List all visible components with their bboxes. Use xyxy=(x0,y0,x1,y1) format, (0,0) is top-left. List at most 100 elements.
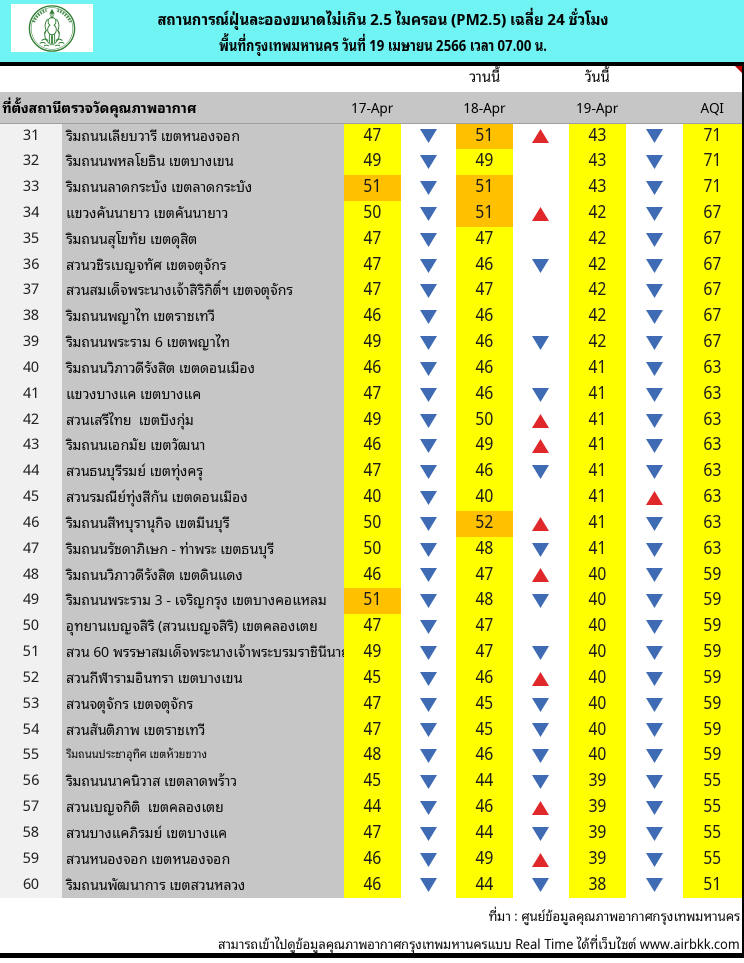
station-name: สวนเบญจกิติ เขตคลองเตย xyxy=(62,795,344,821)
trend-arrow-today xyxy=(626,485,683,511)
trend-arrow-18to19 xyxy=(513,873,569,899)
pm25-18apr-value: 46 xyxy=(456,304,513,331)
pm25-19apr-value: 41 xyxy=(568,459,626,486)
pm25-19apr-value: 41 xyxy=(568,433,626,460)
pm25-19apr-value: 43 xyxy=(568,123,626,150)
trend-arrow-18to19 xyxy=(513,382,569,408)
station-row: 50 อุทยานเบญจสิริ (สวนเบญจสิริ) เขตคลองเ… xyxy=(0,614,742,641)
trend-arrow-17to18 xyxy=(401,433,457,459)
trend-arrow-today xyxy=(626,614,683,640)
station-number: 47 xyxy=(0,536,62,563)
down-arrow-icon xyxy=(532,697,550,712)
trend-arrow-17to18 xyxy=(401,485,457,511)
aqi-value: 55 xyxy=(683,820,742,847)
pm25-17apr-value: 51 xyxy=(344,175,401,201)
down-arrow-icon xyxy=(419,232,437,247)
trend-arrow-18to19 xyxy=(513,640,569,666)
aqi-value: 59 xyxy=(683,614,742,641)
up-arrow-icon xyxy=(532,206,550,221)
trend-arrow-today xyxy=(626,253,683,279)
down-arrow-icon xyxy=(646,594,663,609)
trend-arrow-17to18 xyxy=(401,563,457,589)
trend-arrow-18to19 xyxy=(513,511,569,537)
station-number: 57 xyxy=(0,795,62,821)
label-yesterday: วานนี้ xyxy=(468,65,500,88)
aqi-value: 63 xyxy=(683,510,742,537)
pm25-17apr-value: 47 xyxy=(344,717,401,744)
trend-arrow-today xyxy=(626,175,683,201)
trend-arrow-17to18 xyxy=(401,201,457,227)
down-arrow-icon xyxy=(419,258,437,273)
trend-arrow-17to18 xyxy=(401,408,457,434)
station-row: 32 ริมถนนพหลโยธิน เขตบางเขน 49 49 43 71 xyxy=(0,149,742,176)
pm25-17apr-value: 47 xyxy=(344,278,401,305)
down-arrow-icon xyxy=(532,749,550,764)
pm25-17apr-value: 47 xyxy=(344,691,401,718)
trend-arrow-today xyxy=(626,356,683,382)
down-arrow-icon xyxy=(419,749,437,764)
pm25-17apr-value: 50 xyxy=(344,536,401,563)
pm25-17apr-value: 45 xyxy=(344,665,401,692)
table-header-row: ที่ตั้งสถานีตรวจวัดคุณภาพอากาศ 17-Apr 18… xyxy=(0,92,742,124)
trend-arrow-18to19 xyxy=(513,278,569,304)
aqi-value: 63 xyxy=(683,433,742,460)
aqi-value: 67 xyxy=(683,252,742,279)
down-arrow-icon xyxy=(646,775,663,790)
pm25-18apr-value: 40 xyxy=(456,485,513,511)
station-number: 58 xyxy=(0,820,62,847)
down-arrow-icon xyxy=(419,181,437,196)
down-arrow-icon xyxy=(419,491,437,505)
down-arrow-icon xyxy=(532,775,550,790)
pm25-17apr-value: 47 xyxy=(344,226,401,253)
down-arrow-icon xyxy=(646,336,663,351)
trend-arrow-today xyxy=(626,537,683,563)
trend-arrow-17to18 xyxy=(401,614,457,640)
down-arrow-icon xyxy=(646,800,663,815)
trend-arrow-today xyxy=(626,278,683,304)
pm25-17apr-value: 50 xyxy=(344,200,401,227)
aqi-value: 59 xyxy=(683,717,742,744)
pm25-18apr-value: 48 xyxy=(456,536,513,563)
pm25-19apr-value: 41 xyxy=(568,407,626,434)
pm25-19apr-value: 40 xyxy=(568,562,626,589)
down-arrow-icon xyxy=(419,775,437,790)
trend-arrow-17to18 xyxy=(401,149,457,175)
pm25-19apr-value: 43 xyxy=(568,175,626,201)
down-arrow-icon xyxy=(419,826,437,841)
station-name: สวนธนบุรีรมย์ เขตทุ่งครุ xyxy=(62,459,344,486)
bma-seal-icon xyxy=(28,5,76,52)
trend-arrow-18to19 xyxy=(513,769,569,795)
station-row: 60 ริมถนนพัฒนาการ เขตสวนหลวง 46 44 38 51 xyxy=(0,872,742,899)
pm25-19apr-value: 38 xyxy=(568,872,626,899)
pm25-19apr-value: 42 xyxy=(568,252,626,279)
trend-arrow-today xyxy=(626,511,683,537)
pm25-18apr-value: 46 xyxy=(456,459,513,486)
header-band xyxy=(0,0,744,62)
trend-arrow-today xyxy=(626,227,683,253)
aqi-value: 67 xyxy=(683,200,742,227)
pm25-18apr-value: 51 xyxy=(456,175,513,201)
station-name: สวน 60 พรรษาสมเด็จพระนางเจ้าพระบรมราชินี… xyxy=(62,640,344,666)
trend-arrow-17to18 xyxy=(401,124,457,150)
aqi-value: 59 xyxy=(683,691,742,718)
station-name: ริมถนนสีหบุรานุกิจ เขตมีนบุรี xyxy=(62,510,344,537)
pm25-19apr-value: 42 xyxy=(568,304,626,331)
station-row: 55 ริมถนนประชาอุทิศ เขตห้วยขวาง 48 46 40… xyxy=(0,743,742,770)
down-arrow-icon xyxy=(646,284,663,299)
pm25-18apr-value: 45 xyxy=(456,691,513,718)
station-row: 37 สวนสมเด็จพระนางเจ้าสิริกิติ์ฯ เขตจตุจ… xyxy=(0,278,742,305)
pm25-19apr-value: 41 xyxy=(568,381,626,408)
station-row: 56 ริมถนนนาคนิวาส เขตลาดพร้าว 45 44 39 5… xyxy=(0,769,742,796)
station-name: สวนบางแคภิรมย์ เขตบางแค xyxy=(62,820,344,847)
pm25-18apr-value: 47 xyxy=(456,226,513,253)
trend-arrow-18to19 xyxy=(513,847,569,873)
down-arrow-icon xyxy=(646,878,663,893)
trend-arrow-today xyxy=(626,304,683,330)
pm25-17apr-value: 47 xyxy=(344,820,401,847)
up-arrow-icon xyxy=(532,129,550,144)
trend-arrow-18to19 xyxy=(513,614,569,640)
trend-arrow-17to18 xyxy=(401,718,457,744)
trend-arrow-today xyxy=(626,459,683,485)
trend-arrow-today xyxy=(626,588,683,614)
down-arrow-icon xyxy=(419,516,437,531)
